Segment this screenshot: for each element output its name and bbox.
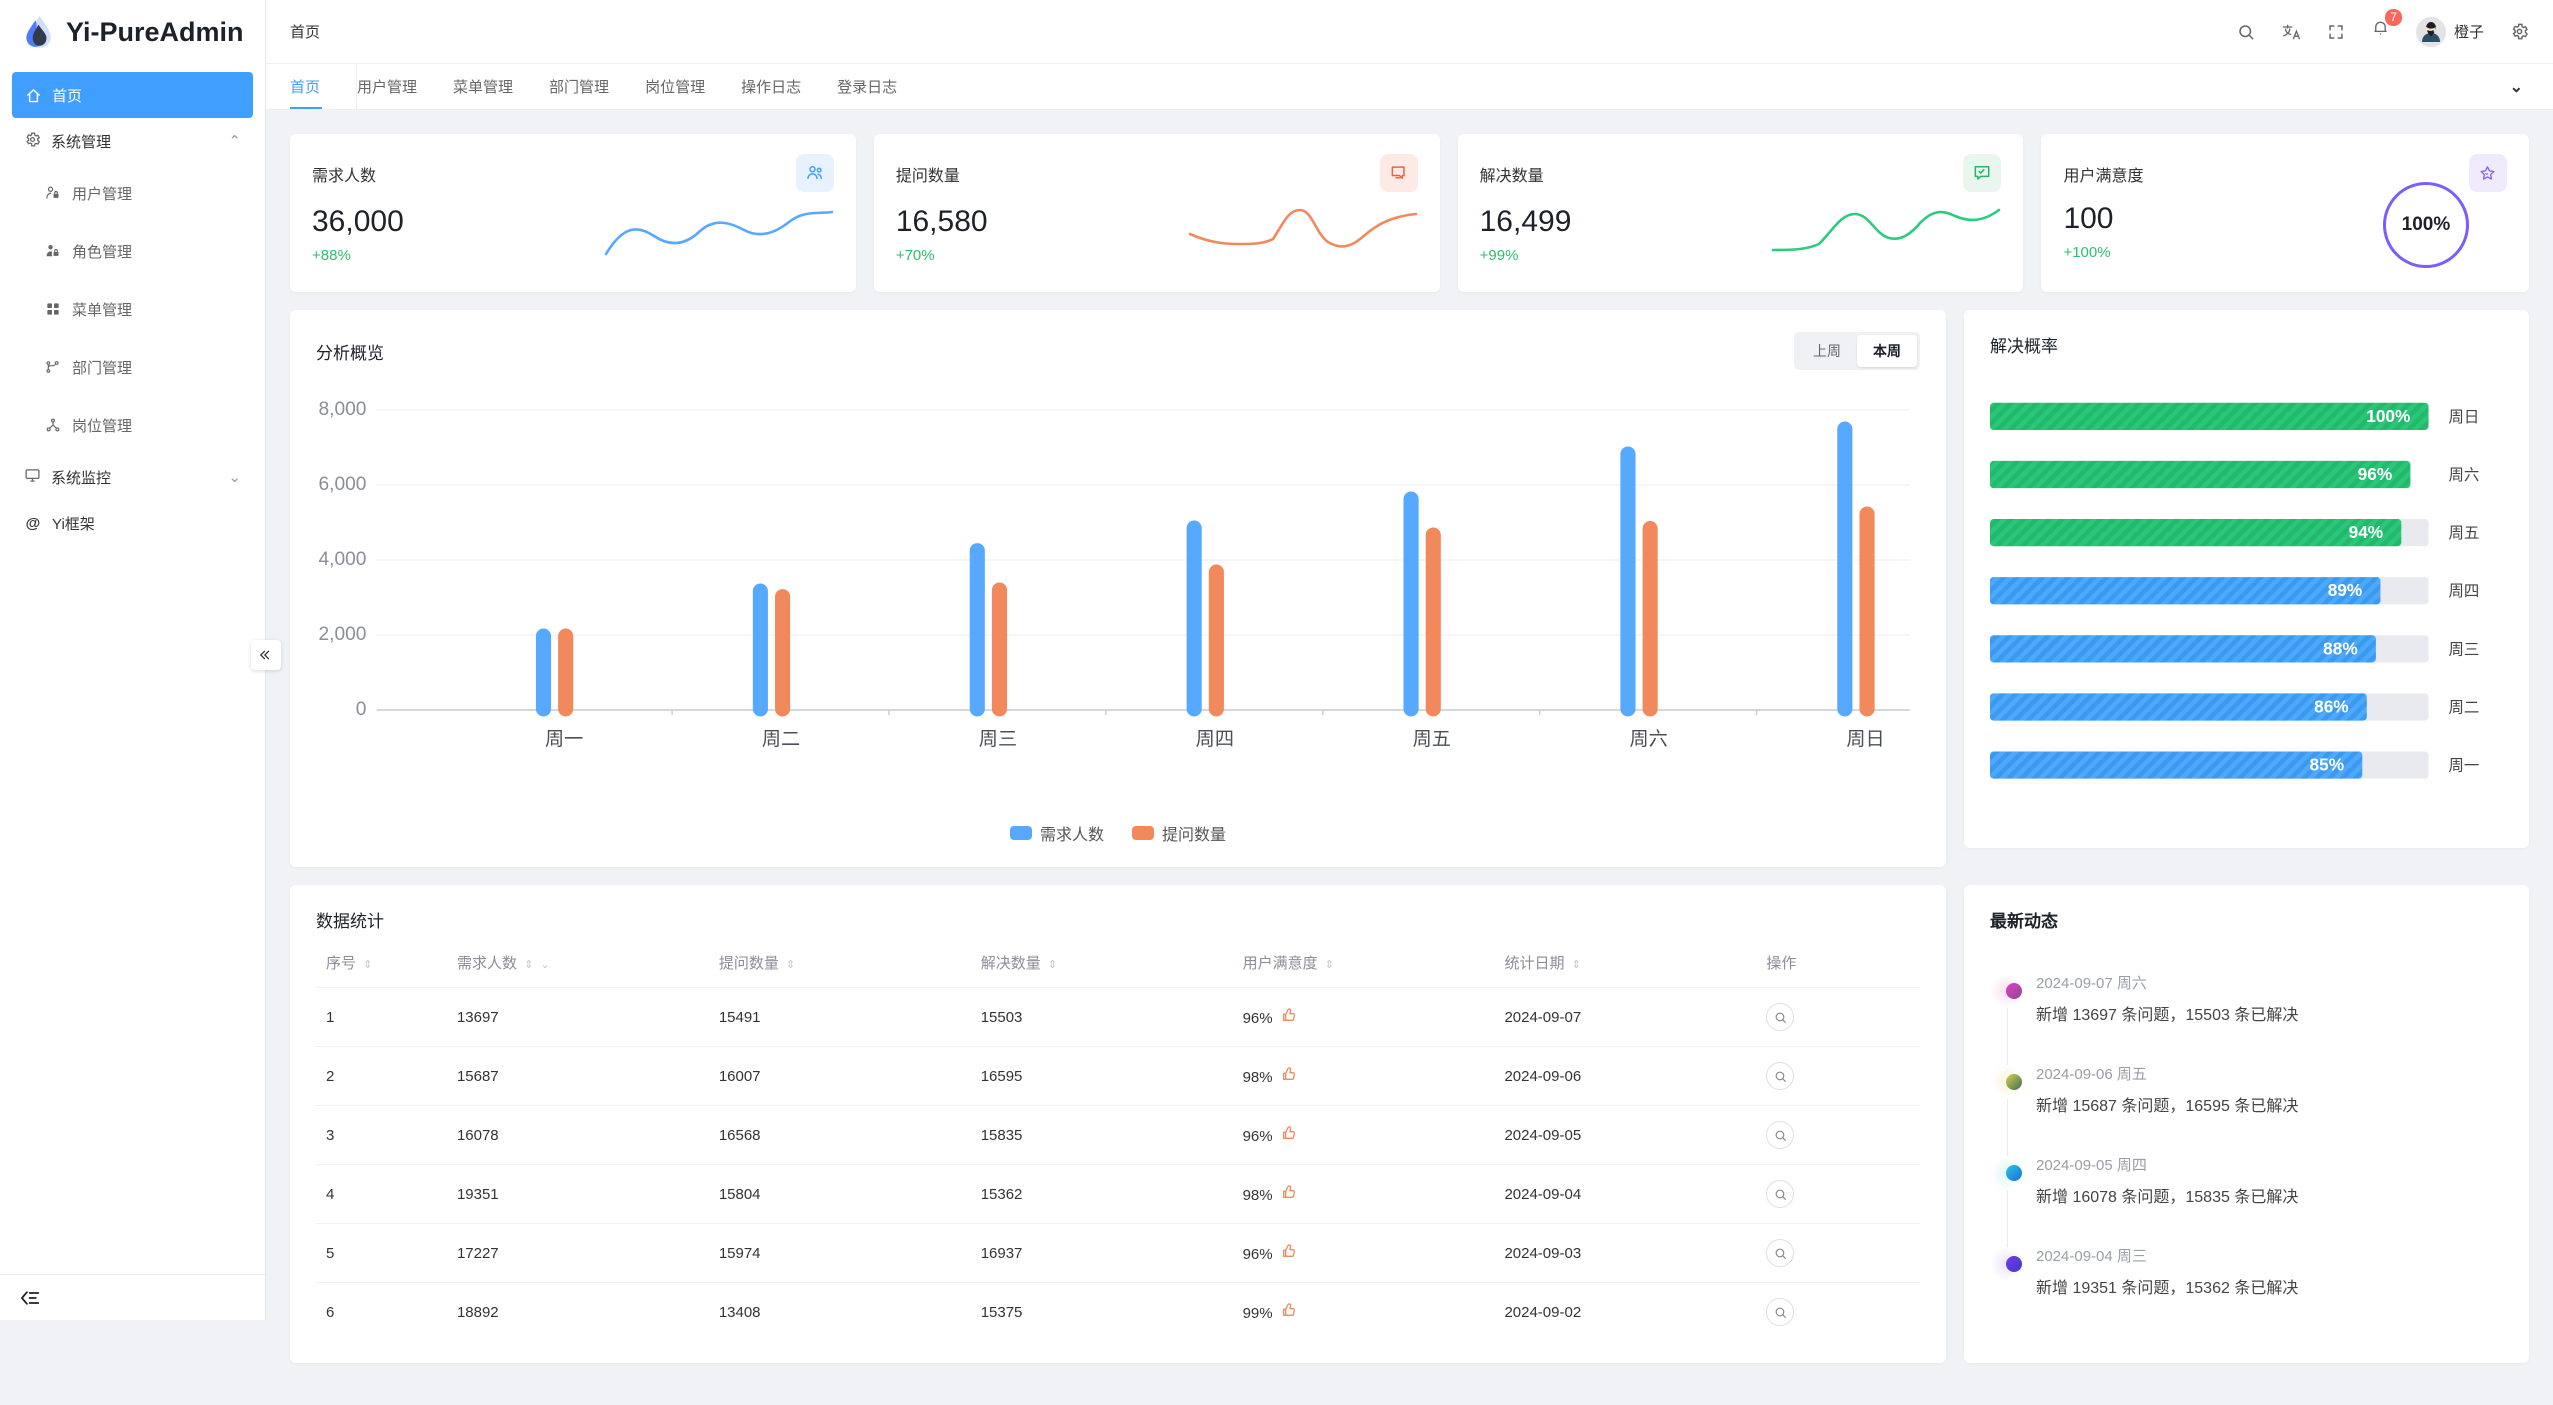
svg-text:2,000: 2,000	[318, 624, 366, 645]
svg-text:周三: 周三	[979, 729, 1017, 750]
svg-text:周六: 周六	[2449, 466, 2480, 484]
svg-text:94%: 94%	[2349, 522, 2384, 542]
svg-text:周五: 周五	[1413, 729, 1451, 750]
svg-text:周一: 周一	[545, 729, 583, 750]
svg-text:4,000: 4,000	[318, 549, 366, 570]
svg-text:周日: 周日	[2449, 409, 2480, 426]
svg-text:85%: 85%	[2310, 755, 2345, 775]
svg-text:86%: 86%	[2314, 696, 2349, 716]
svg-text:周三: 周三	[2449, 641, 2480, 658]
svg-text:周六: 周六	[1629, 728, 1667, 750]
svg-text:周一: 周一	[2449, 758, 2480, 775]
svg-text:周二: 周二	[2449, 699, 2480, 716]
svg-text:6,000: 6,000	[318, 474, 366, 495]
svg-text:88%: 88%	[2323, 638, 2358, 658]
svg-text:96%: 96%	[2358, 464, 2393, 484]
svg-text:0: 0	[356, 699, 367, 720]
svg-text:周五: 周五	[2449, 525, 2480, 542]
svg-text:周日: 周日	[1846, 729, 1884, 750]
svg-text:周二: 周二	[762, 729, 800, 750]
svg-text:8,000: 8,000	[318, 399, 366, 420]
svg-text:100%: 100%	[2366, 406, 2410, 426]
svg-text:89%: 89%	[2328, 580, 2363, 600]
svg-text:周四: 周四	[2449, 583, 2480, 600]
svg-text:周四: 周四	[1196, 729, 1234, 750]
